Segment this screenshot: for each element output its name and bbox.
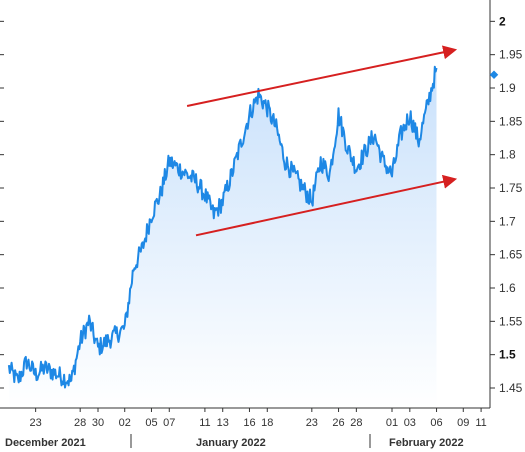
x-tick-label: 18 [261, 417, 273, 429]
month-label: February 2022 [389, 437, 464, 449]
x-tick-label: 11 [475, 417, 486, 429]
x-tick-label: 01 [386, 417, 398, 429]
x-tick-label: 30 [92, 417, 104, 429]
x-tick-label: 02 [119, 417, 131, 429]
x-tick-label: 28 [350, 417, 362, 429]
lower-trend-arrow [195, 174, 458, 237]
y-tick-label: 1.5 [499, 348, 516, 362]
y-tick-label: 1.7 [499, 214, 516, 228]
x-tick-label: 07 [163, 417, 175, 429]
month-label: January 2022 [196, 437, 266, 449]
y-tick-label: 1.95 [499, 48, 523, 62]
x-tick-label: 06 [430, 417, 442, 429]
upper-trend-arrow [186, 45, 458, 107]
x-tick-label: 13 [217, 417, 229, 429]
x-tick-label: 05 [145, 417, 157, 429]
x-tick-label: 23 [30, 417, 42, 429]
x-tick-label: 11 [199, 417, 210, 429]
series-line [7, 65, 438, 389]
y-tick-label: 1.9 [499, 81, 516, 95]
x-tick-label: 09 [457, 417, 469, 429]
x-tick-label: 23 [306, 417, 318, 429]
x-tick-label: 16 [243, 417, 255, 429]
month-label: December 2021 [5, 437, 86, 449]
y-tick-label: 1.8 [499, 148, 516, 162]
x-tick-label: 28 [74, 417, 86, 429]
x-tick-label: 26 [332, 417, 344, 429]
x-axis: 23 28 30 02 05 07 11 13 16 18 23 26 28 01 03 06 09 11 Dece… [0, 407, 490, 449]
x-tick-label: 03 [404, 417, 416, 429]
y-tick-label: 1.75 [499, 181, 523, 195]
y-tick-label: 2 [499, 14, 506, 28]
y-tick-label: 1.85 [499, 114, 523, 128]
annotation-layer [186, 45, 458, 237]
y-axis: 2 1.95 1.9 1.85 1.8 1.75 1.7 1.65 1.6 1.55 1.5 1.45 [0, 0, 523, 408]
y-tick-label: 1.45 [499, 381, 523, 395]
last-value-marker [489, 70, 499, 79]
y-tick-label: 1.6 [499, 281, 516, 295]
plot-area [7, 65, 438, 409]
y-tick-label: 1.65 [499, 248, 523, 262]
series-area-fill [8, 66, 437, 409]
y-tick-label: 1.55 [499, 314, 523, 328]
